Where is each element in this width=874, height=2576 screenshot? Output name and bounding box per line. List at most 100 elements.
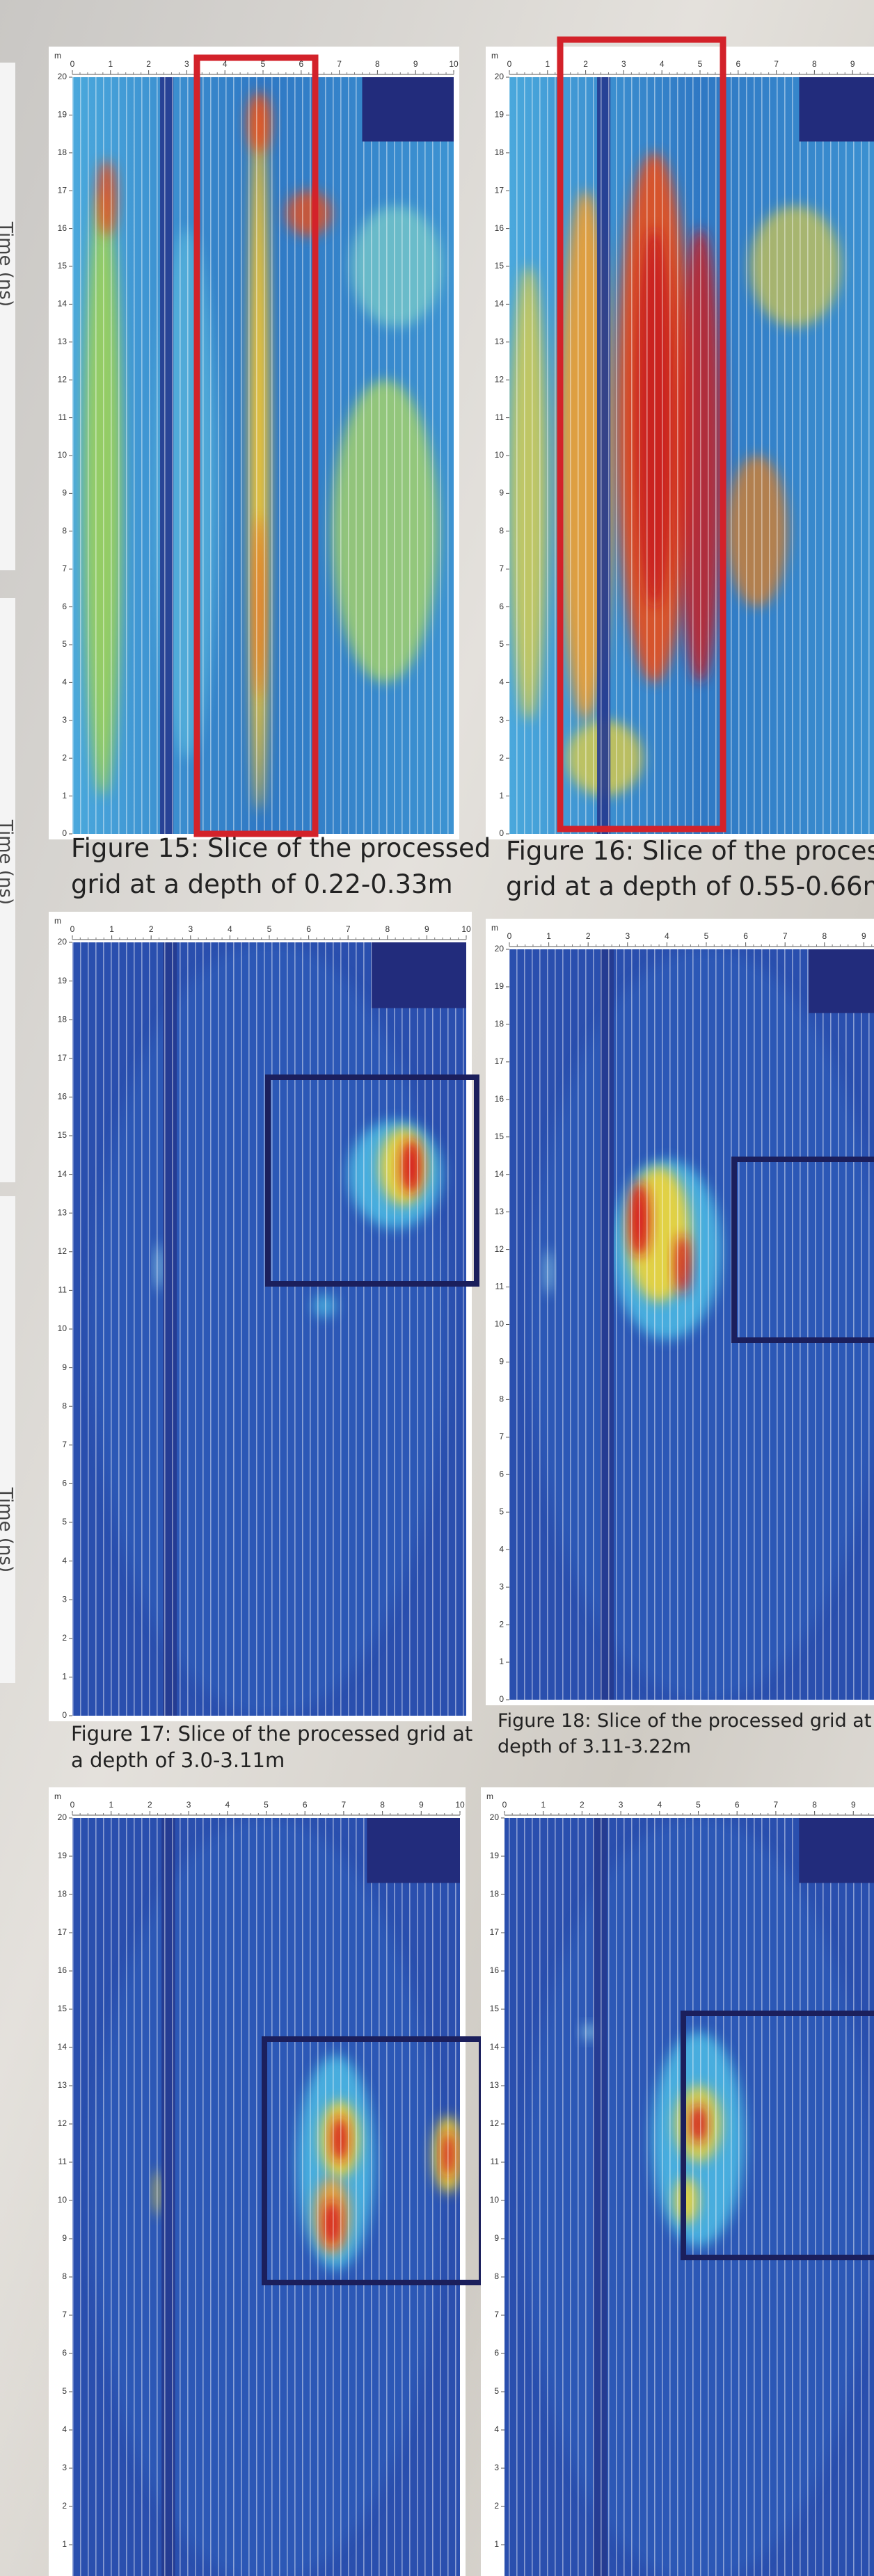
y-tick-label: 1: [62, 2539, 67, 2549]
x-tick-label: 10: [461, 924, 471, 934]
x-tick-label: 3: [621, 59, 626, 69]
y-tick-label: 4: [499, 1544, 504, 1554]
figure-caption: Figure 17: Slice of the processed grid a…: [71, 1722, 472, 1746]
x-tick-label: 2: [148, 1800, 152, 1810]
y-tick-label: 3: [62, 2463, 67, 2472]
stripes: [72, 77, 454, 834]
y-tick-label: 7: [62, 1440, 67, 1449]
y-tick-label: 19: [495, 110, 504, 120]
x-tick-label: 8: [822, 931, 827, 941]
figure-caption: depth of 3.11-3.22m: [498, 1736, 691, 1757]
y-tick-label: 2: [62, 752, 67, 762]
x-tick-label: 10: [449, 59, 459, 69]
radar-slice-image: [509, 949, 874, 1700]
side-label: Time (ns): [0, 221, 16, 307]
y-tick-label: 18: [58, 1014, 67, 1024]
x-tick-label: 7: [783, 931, 788, 941]
stripes: [509, 77, 874, 834]
y-tick-label: 12: [495, 374, 504, 384]
y-tick-label: 19: [490, 1851, 500, 1860]
x-tick-label: 5: [698, 59, 703, 69]
x-tick-label: 9: [861, 931, 866, 941]
y-tick-label: 9: [499, 488, 504, 498]
y-tick-label: 13: [495, 1207, 504, 1216]
y-tick-label: 3: [499, 1581, 504, 1591]
y-tick-label: 5: [494, 2386, 499, 2396]
y-tick-label: 8: [62, 1401, 67, 1410]
y-tick-label: 5: [62, 639, 67, 649]
no-data-block: [367, 1818, 460, 1883]
x-tick-label: 2: [586, 931, 591, 941]
y-tick-label: 6: [62, 602, 67, 611]
y-tick-label: 13: [495, 337, 504, 346]
y-tick-label: 10: [58, 2195, 67, 2205]
y-tick-label: 13: [58, 337, 67, 346]
y-tick-label: 19: [58, 976, 67, 985]
no-data-block: [372, 942, 466, 1008]
x-tick-label: 7: [337, 59, 342, 69]
side-strip: [0, 1196, 15, 1683]
x-tick-label: 6: [299, 59, 303, 69]
figure-caption: grid at a depth of 0.55-0.66m: [506, 871, 874, 901]
figure-panel: m012345678910012345678910111213141516171…: [49, 1787, 484, 2576]
y-tick-label: 16: [58, 1092, 67, 1102]
y-tick-label: 17: [58, 185, 67, 195]
figure-caption: Figure 15: Slice of the processed: [71, 833, 491, 863]
x-tick-label: 8: [380, 1800, 385, 1810]
y-tick-label: 6: [499, 1469, 504, 1479]
x-tick-label: 0: [70, 59, 75, 69]
x-tick-label: 1: [109, 1800, 113, 1810]
x-tick-label: 5: [264, 1800, 269, 1810]
x-tick-label: 10: [455, 1800, 465, 1810]
axis-unit: m: [54, 916, 61, 926]
y-tick-label: 8: [499, 526, 504, 536]
x-tick-label: 5: [696, 1800, 701, 1810]
x-tick-label: 7: [774, 59, 779, 69]
y-tick-label: 4: [494, 2424, 499, 2434]
y-tick-label: 4: [499, 677, 504, 687]
radar-slice-image: [72, 942, 466, 1716]
y-tick-label: 15: [495, 1132, 504, 1141]
side-strip: [0, 63, 15, 570]
y-tick-label: 20: [58, 937, 67, 947]
y-tick-label: 13: [58, 2080, 67, 2090]
x-tick-label: 6: [303, 1800, 308, 1810]
x-tick-label: 0: [70, 1800, 75, 1810]
y-tick-label: 14: [58, 299, 67, 309]
no-data-block: [809, 949, 874, 1013]
y-tick-label: 14: [495, 299, 504, 309]
y-tick-label: 11: [491, 2157, 500, 2166]
highlight-box: [265, 1074, 479, 1287]
figure-caption: grid at a depth of 0.22-0.33m: [71, 869, 453, 899]
x-tick-label: 1: [545, 59, 550, 69]
y-tick-label: 2: [62, 1633, 67, 1643]
y-tick-label: 17: [58, 1927, 67, 1937]
x-tick-label: 1: [541, 1800, 546, 1810]
radar-slice-image: [72, 1818, 460, 2576]
no-data-block: [799, 1818, 874, 1883]
x-tick-label: 8: [385, 924, 390, 934]
x-tick-label: 2: [149, 924, 154, 934]
figure-panel: m012345678910012345678910111213141516171…: [486, 36, 874, 839]
y-tick-label: 7: [494, 2310, 499, 2319]
y-tick-label: 4: [62, 2424, 67, 2434]
x-tick-label: 4: [660, 59, 665, 69]
x-tick-label: 7: [346, 924, 351, 934]
y-tick-label: 8: [62, 526, 67, 536]
y-tick-label: 19: [58, 1851, 67, 1860]
y-tick-label: 2: [494, 2501, 499, 2511]
y-tick-label: 10: [495, 450, 504, 460]
y-tick-label: 18: [490, 1889, 500, 1899]
x-tick-label: 8: [812, 59, 817, 69]
x-tick-label: 4: [225, 1800, 230, 1810]
y-tick-label: 3: [62, 1594, 67, 1604]
y-tick-label: 6: [62, 2348, 67, 2358]
y-tick-label: 2: [499, 1619, 504, 1629]
y-tick-label: 12: [495, 1244, 504, 1254]
side-label: Time (ns): [0, 1487, 16, 1572]
radar-slice-image: [504, 1818, 874, 2576]
